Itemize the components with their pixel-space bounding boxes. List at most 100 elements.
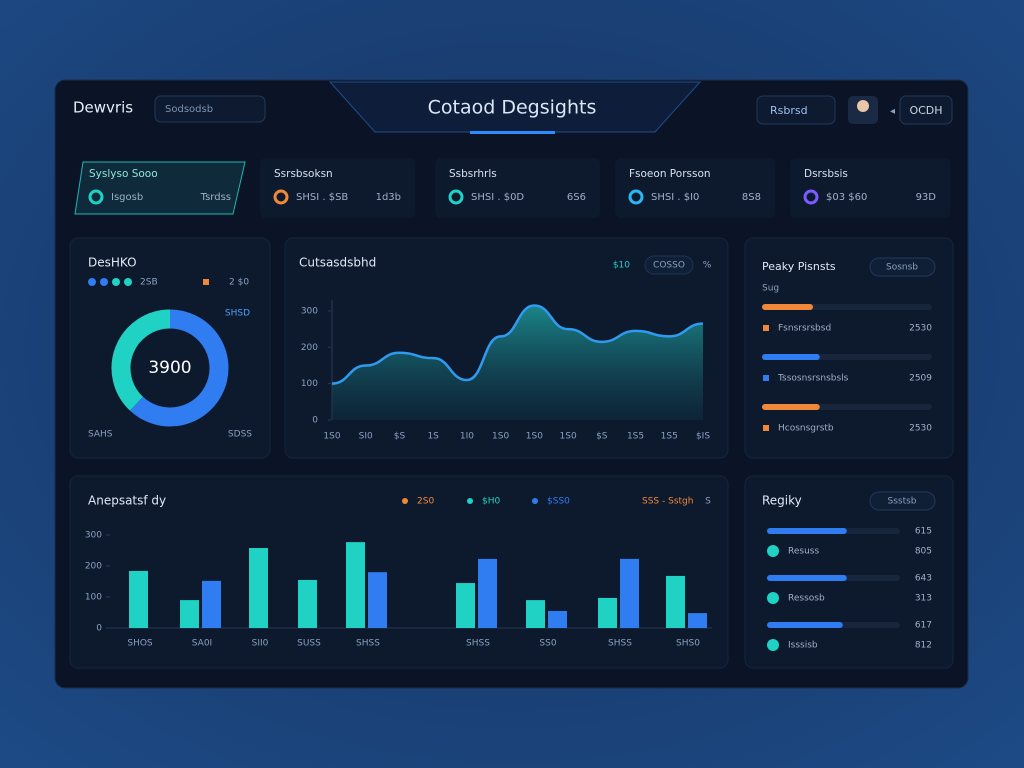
row-label: Hcosnsgrstb [778, 424, 834, 434]
kpi-card[interactable] [74, 161, 246, 215]
kpi-icon [273, 189, 289, 205]
panel [69, 237, 271, 459]
x-tick-label: 1S0 [560, 432, 577, 442]
chart-title: Anepsatsf dy [88, 494, 166, 508]
kpi-value: 6S6 [567, 192, 586, 203]
bar-value: 643 [915, 574, 932, 584]
x-tick-label: SHSS [356, 639, 380, 649]
legend-dot [467, 498, 473, 504]
kpi-icon [628, 189, 644, 205]
x-tick-label: SII0 [252, 639, 269, 649]
kpi-card[interactable] [435, 158, 600, 218]
legend-label: $10 [613, 261, 630, 271]
kpi-value: 8S8 [742, 192, 761, 203]
area [332, 305, 703, 420]
panel-button[interactable] [869, 491, 936, 511]
panel-title: Regiky [762, 494, 802, 508]
x-tick-label: 1S5 [661, 432, 678, 442]
callout: SHSD [225, 309, 250, 319]
button-label: Sosnsb [886, 263, 918, 273]
legend-label: 2SB [140, 278, 158, 288]
row-dot [767, 545, 779, 557]
panel-button[interactable] [869, 257, 936, 277]
donut-segment [129, 309, 229, 427]
bar [298, 579, 317, 628]
legend-swatch [203, 279, 209, 285]
dropdown[interactable] [756, 95, 836, 125]
kpi-icon [803, 189, 819, 205]
user-text: OCDH [909, 104, 942, 117]
bar [202, 580, 221, 628]
legend-dot [100, 278, 108, 286]
kpi-icon [448, 189, 464, 205]
range-button[interactable] [644, 255, 694, 275]
kpi-value: 93D [916, 192, 937, 203]
y-tick-label: 200 [301, 343, 318, 353]
y-tick-label: 100 [85, 593, 102, 603]
x-tick-label: SI0 [359, 432, 373, 442]
row-value: 805 [915, 547, 932, 557]
legend-dot [88, 278, 96, 286]
legend-dot [402, 498, 408, 504]
bar [180, 600, 199, 628]
progress-bar [767, 575, 847, 581]
x-tick-label: $IS [696, 432, 710, 442]
chart-title: Cutsasdsbhd [299, 256, 376, 270]
y-tick-label: 0 [96, 624, 102, 634]
x-tick-label: 1S0 [492, 432, 509, 442]
range-label: COSSO [653, 261, 685, 271]
row-swatch [763, 375, 769, 381]
legend-dot [112, 278, 120, 286]
legend-label: 2 $0 [229, 278, 249, 288]
button-label: Ssstsb [887, 497, 916, 507]
bar [620, 558, 639, 628]
x-tick-label: SUSS [297, 639, 321, 649]
x-tick-label: 1S5 [627, 432, 644, 442]
note: SSS - Sstgh [642, 497, 693, 507]
row-swatch [763, 425, 769, 431]
panel-title: Peaky Pisnsts [762, 260, 836, 273]
bar [478, 558, 497, 628]
kpi-card[interactable] [260, 158, 415, 218]
bar [666, 575, 685, 628]
kpi-label: SHSI . $I0 [651, 192, 699, 203]
bar-value: 617 [915, 621, 932, 631]
bar [526, 600, 545, 628]
kpi-card[interactable] [790, 158, 950, 218]
search-box[interactable] [154, 95, 266, 123]
x-tick-label: SA0I [192, 639, 212, 649]
panel [744, 237, 954, 459]
y-tick-label: 100 [301, 379, 318, 389]
x-tick-label: $S [394, 432, 406, 442]
progress-bar [767, 528, 847, 534]
x-tick-label: SS0 [539, 639, 556, 649]
row-value: 812 [915, 641, 932, 651]
kpi-value: Tsrdss [200, 192, 231, 203]
kpi-label: SHSI . $0D [471, 192, 524, 203]
title-tab [328, 81, 702, 133]
page-title: Cotaod Degsights [428, 97, 597, 119]
kpi-label: SHSI . $SB [296, 192, 348, 203]
search-text: Sodsodsb [165, 104, 213, 115]
row-label: Fsnsrsrsbsd [778, 324, 831, 334]
x-tick-label: 1S0 [323, 432, 340, 442]
y-tick-label: 200 [85, 562, 102, 572]
row-label: Isssisb [788, 641, 818, 651]
y-tick-label: 300 [301, 306, 318, 316]
row-label: Resuss [788, 547, 819, 557]
user-button[interactable] [899, 95, 953, 125]
dropdown-text: Rsbrsd [770, 104, 808, 117]
brand: Dewvris [73, 99, 133, 117]
bar [249, 548, 268, 628]
kpi-card[interactable] [615, 158, 775, 218]
progress-bar [762, 304, 813, 310]
donut-segment [111, 309, 171, 411]
kpi-label: $03 $60 [826, 192, 867, 203]
kpi-title: Dsrsbsis [804, 168, 848, 180]
avatar-head [857, 100, 869, 112]
bar [129, 570, 148, 628]
panel-subtitle: Sug [762, 284, 779, 294]
legend-dot [532, 498, 538, 504]
